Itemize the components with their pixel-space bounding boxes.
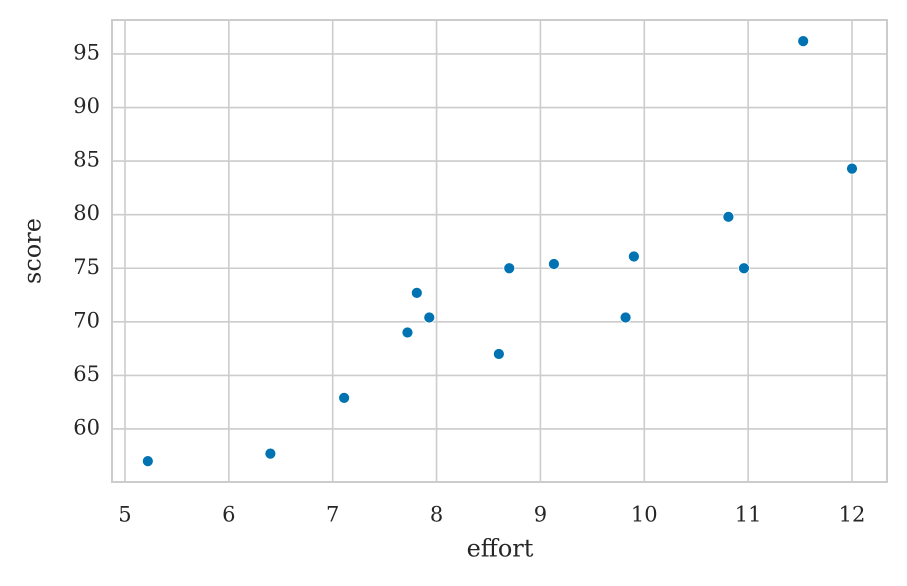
y-tick-label: 70 bbox=[73, 308, 100, 332]
y-tick-label: 75 bbox=[73, 255, 100, 279]
y-tick-label: 60 bbox=[73, 415, 100, 439]
y-tick-label: 65 bbox=[73, 362, 100, 386]
point bbox=[264, 447, 277, 460]
point bbox=[423, 311, 436, 324]
y-axis-title: score bbox=[19, 218, 47, 284]
y-tick-label: 95 bbox=[73, 40, 100, 64]
point bbox=[627, 250, 640, 263]
x-tick-label: 7 bbox=[326, 503, 339, 527]
point bbox=[401, 326, 414, 339]
point bbox=[503, 262, 516, 275]
x-tick-label: 9 bbox=[534, 503, 547, 527]
point bbox=[846, 162, 858, 175]
x-axis-title: effort bbox=[467, 535, 534, 563]
x-tick-label: 6 bbox=[222, 503, 235, 527]
point bbox=[619, 311, 632, 324]
point bbox=[141, 455, 154, 468]
plot-frame bbox=[111, 19, 888, 483]
x-tick-label: 8 bbox=[430, 503, 443, 527]
point bbox=[338, 391, 351, 404]
x-tick-label: 11 bbox=[735, 503, 762, 527]
point bbox=[738, 262, 750, 275]
point bbox=[548, 258, 560, 270]
y-tick-label: 85 bbox=[73, 148, 100, 172]
point bbox=[492, 348, 505, 360]
point bbox=[722, 210, 735, 223]
y-tick-label: 90 bbox=[73, 94, 100, 118]
x-tick-label: 5 bbox=[118, 503, 131, 527]
y-tick-label: 80 bbox=[73, 201, 100, 225]
point bbox=[410, 286, 423, 299]
x-tick-label: 12 bbox=[839, 503, 866, 527]
x-tick-label: 10 bbox=[631, 503, 658, 527]
point bbox=[797, 35, 810, 48]
